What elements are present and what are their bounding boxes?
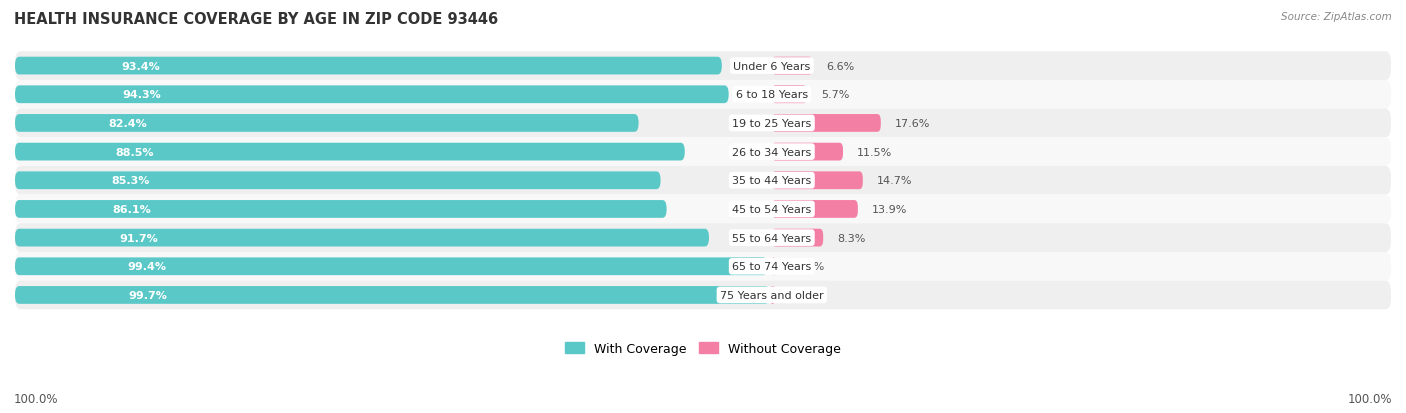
- Text: 100.0%: 100.0%: [14, 392, 59, 405]
- Text: 6 to 18 Years: 6 to 18 Years: [735, 90, 808, 100]
- FancyBboxPatch shape: [770, 286, 775, 304]
- Text: Under 6 Years: Under 6 Years: [733, 62, 810, 71]
- FancyBboxPatch shape: [772, 57, 813, 75]
- Text: 6.6%: 6.6%: [827, 62, 855, 71]
- Text: Source: ZipAtlas.com: Source: ZipAtlas.com: [1281, 12, 1392, 22]
- FancyBboxPatch shape: [15, 229, 709, 247]
- Text: 13.9%: 13.9%: [872, 204, 907, 214]
- Text: 55 to 64 Years: 55 to 64 Years: [733, 233, 811, 243]
- Text: 99.7%: 99.7%: [128, 290, 167, 300]
- FancyBboxPatch shape: [772, 143, 844, 161]
- Text: 35 to 44 Years: 35 to 44 Years: [733, 176, 811, 186]
- FancyBboxPatch shape: [15, 57, 721, 75]
- Text: 14.7%: 14.7%: [876, 176, 912, 186]
- FancyBboxPatch shape: [15, 115, 638, 133]
- FancyBboxPatch shape: [15, 81, 1391, 109]
- Text: 100.0%: 100.0%: [1347, 392, 1392, 405]
- Text: HEALTH INSURANCE COVERAGE BY AGE IN ZIP CODE 93446: HEALTH INSURANCE COVERAGE BY AGE IN ZIP …: [14, 12, 498, 27]
- FancyBboxPatch shape: [15, 52, 1391, 81]
- FancyBboxPatch shape: [772, 86, 807, 104]
- Text: 0.28%: 0.28%: [787, 290, 823, 300]
- Text: 75 Years and older: 75 Years and older: [720, 290, 824, 300]
- Text: 0.65%: 0.65%: [790, 262, 825, 272]
- Text: 65 to 74 Years: 65 to 74 Years: [733, 262, 811, 272]
- FancyBboxPatch shape: [15, 195, 1391, 224]
- FancyBboxPatch shape: [15, 109, 1391, 138]
- Text: 17.6%: 17.6%: [894, 119, 929, 128]
- Text: 85.3%: 85.3%: [112, 176, 150, 186]
- FancyBboxPatch shape: [772, 115, 880, 133]
- FancyBboxPatch shape: [772, 229, 823, 247]
- Text: 45 to 54 Years: 45 to 54 Years: [733, 204, 811, 214]
- Text: 8.3%: 8.3%: [837, 233, 865, 243]
- Text: 99.4%: 99.4%: [128, 262, 167, 272]
- FancyBboxPatch shape: [15, 224, 1391, 252]
- Text: 86.1%: 86.1%: [112, 204, 152, 214]
- FancyBboxPatch shape: [15, 201, 666, 218]
- Text: 82.4%: 82.4%: [108, 119, 148, 128]
- FancyBboxPatch shape: [15, 252, 1391, 281]
- Text: 26 to 34 Years: 26 to 34 Years: [733, 147, 811, 157]
- Text: 5.7%: 5.7%: [821, 90, 849, 100]
- FancyBboxPatch shape: [772, 201, 858, 218]
- FancyBboxPatch shape: [772, 172, 863, 190]
- FancyBboxPatch shape: [772, 258, 776, 275]
- FancyBboxPatch shape: [15, 86, 728, 104]
- FancyBboxPatch shape: [15, 143, 685, 161]
- Text: 88.5%: 88.5%: [115, 147, 155, 157]
- Text: 19 to 25 Years: 19 to 25 Years: [733, 119, 811, 128]
- Legend: With Coverage, Without Coverage: With Coverage, Without Coverage: [561, 337, 845, 360]
- FancyBboxPatch shape: [15, 281, 1391, 309]
- FancyBboxPatch shape: [15, 166, 1391, 195]
- FancyBboxPatch shape: [15, 258, 768, 275]
- FancyBboxPatch shape: [15, 286, 769, 304]
- Text: 93.4%: 93.4%: [121, 62, 160, 71]
- Text: 11.5%: 11.5%: [856, 147, 891, 157]
- FancyBboxPatch shape: [15, 138, 1391, 166]
- FancyBboxPatch shape: [15, 172, 661, 190]
- Text: 94.3%: 94.3%: [122, 90, 160, 100]
- Text: 91.7%: 91.7%: [120, 233, 157, 243]
